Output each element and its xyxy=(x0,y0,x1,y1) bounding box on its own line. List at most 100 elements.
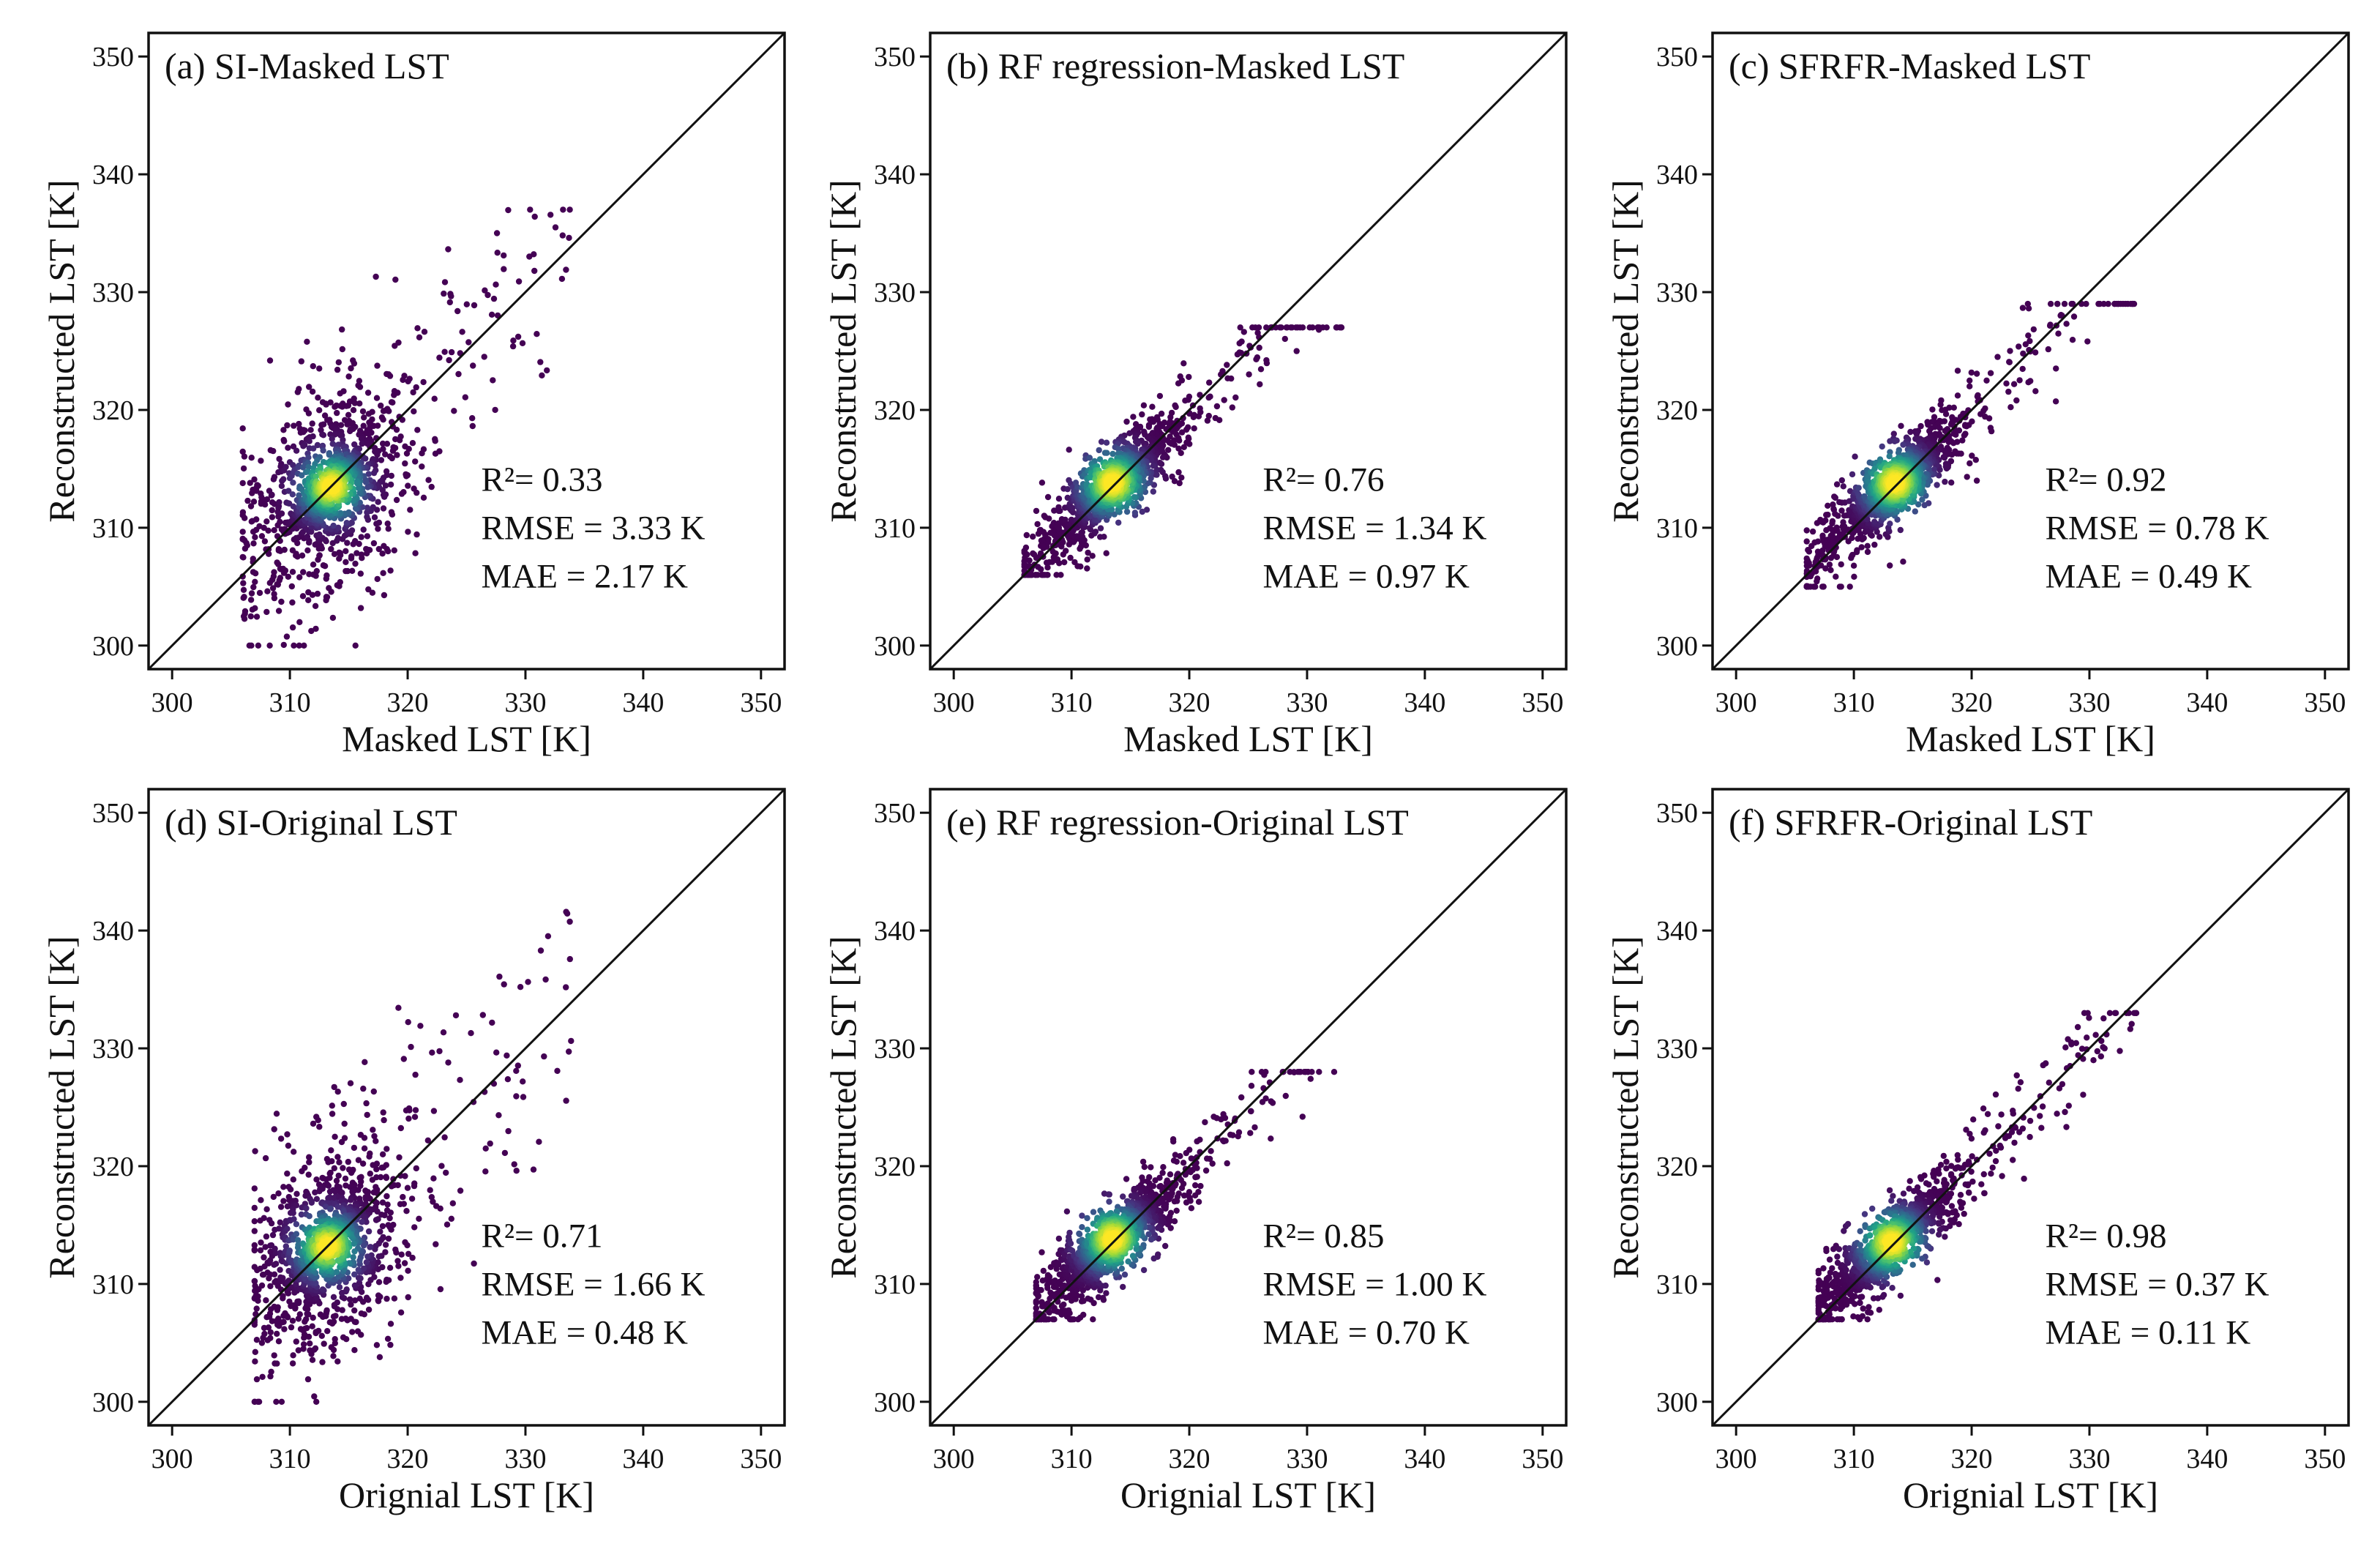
data-point xyxy=(1864,548,1871,556)
data-point xyxy=(334,409,340,417)
data-point xyxy=(1852,453,1858,460)
data-point xyxy=(349,567,356,574)
data-point xyxy=(258,1282,266,1289)
data-point xyxy=(271,1271,278,1278)
data-point xyxy=(345,411,352,418)
data-point xyxy=(284,1131,291,1138)
data-point xyxy=(286,1298,293,1305)
y-tick-label: 310 xyxy=(92,513,134,544)
data-point xyxy=(252,570,259,577)
data-point xyxy=(402,1173,408,1179)
data-point xyxy=(356,400,363,407)
data-point xyxy=(1178,429,1186,436)
data-point xyxy=(360,1085,367,1092)
data-point xyxy=(445,1059,452,1066)
data-point xyxy=(290,480,296,486)
data-point xyxy=(1803,555,1810,562)
data-point xyxy=(296,1298,302,1305)
data-point xyxy=(1085,549,1091,556)
data-point xyxy=(258,1197,264,1204)
data-point xyxy=(1037,550,1044,557)
data-point xyxy=(1084,565,1090,572)
data-point xyxy=(373,1217,380,1223)
data-point xyxy=(256,589,263,597)
data-point xyxy=(267,1283,274,1290)
data-point xyxy=(263,608,270,616)
data-point xyxy=(331,551,338,557)
data-point xyxy=(306,1154,313,1160)
data-point xyxy=(1044,493,1052,501)
data-point xyxy=(313,1195,321,1203)
data-point xyxy=(321,1340,327,1347)
data-point xyxy=(492,406,498,414)
data-point xyxy=(2045,346,2051,353)
data-point xyxy=(1962,422,1969,429)
data-point xyxy=(420,494,427,501)
data-point xyxy=(242,608,249,615)
data-point xyxy=(385,526,392,532)
data-point xyxy=(334,1089,341,1095)
data-point xyxy=(1907,428,1914,436)
data-point xyxy=(258,1239,264,1246)
data-point xyxy=(335,524,342,531)
data-point xyxy=(1183,426,1190,433)
data-point xyxy=(316,407,323,414)
data-point xyxy=(363,1100,370,1107)
data-point xyxy=(325,1182,332,1189)
data-point xyxy=(354,1328,362,1335)
data-point xyxy=(275,545,282,553)
data-point xyxy=(534,331,540,337)
data-point xyxy=(436,1048,443,1055)
data-point xyxy=(501,981,507,988)
data-point xyxy=(2084,338,2091,345)
data-point xyxy=(323,1307,330,1314)
data-point xyxy=(280,476,287,482)
data-point xyxy=(343,567,349,575)
data-point xyxy=(1053,572,1060,578)
data-point xyxy=(341,1120,348,1127)
data-point xyxy=(274,559,280,566)
data-point xyxy=(336,549,343,556)
data-point xyxy=(1109,450,1116,458)
data-point xyxy=(1934,482,1940,488)
data-point xyxy=(1044,572,1051,578)
x-axis-label: Masked LST [K] xyxy=(342,718,591,759)
data-point xyxy=(352,560,359,567)
data-point xyxy=(2105,300,2111,307)
data-point xyxy=(462,394,468,400)
data-point xyxy=(1134,440,1141,447)
data-point xyxy=(1158,410,1165,417)
data-point xyxy=(304,547,311,553)
data-point xyxy=(375,545,382,553)
data-point xyxy=(513,1168,520,1174)
data-point xyxy=(387,1341,394,1348)
data-point xyxy=(1912,508,1918,515)
data-point xyxy=(1030,533,1036,540)
data-point xyxy=(1166,420,1172,428)
data-point xyxy=(414,325,421,332)
data-point xyxy=(247,597,255,603)
data-point xyxy=(1140,402,1148,408)
data-point xyxy=(454,307,461,315)
data-point xyxy=(386,1215,393,1222)
data-point xyxy=(539,372,545,378)
data-point xyxy=(412,458,419,465)
data-point xyxy=(248,642,255,649)
data-point xyxy=(2032,349,2039,356)
data-point xyxy=(1204,417,1211,424)
data-point xyxy=(255,642,262,649)
data-point xyxy=(300,429,307,436)
data-point xyxy=(1063,548,1069,554)
data-point xyxy=(1237,324,1243,331)
y-tick-label: 350 xyxy=(92,42,134,72)
panel-c: 300 310 320 330 340 350300310320330340350Mask… xyxy=(1605,31,2350,759)
data-point xyxy=(364,513,370,521)
data-point xyxy=(1079,529,1086,536)
data-point xyxy=(1851,573,1857,580)
data-point xyxy=(351,1347,358,1354)
y-tick-label: 320 xyxy=(874,395,916,426)
data-point xyxy=(1900,441,1906,448)
panel-b: 300 310 320 330 340 350300310320330340350Mask… xyxy=(823,31,1568,759)
data-point xyxy=(358,534,364,540)
data-point xyxy=(1809,528,1816,535)
